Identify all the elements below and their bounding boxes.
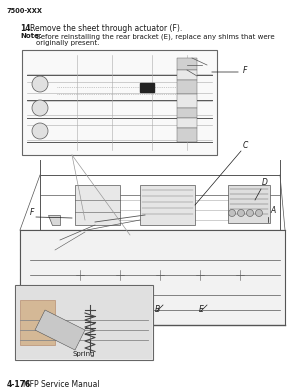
Bar <box>177 58 197 70</box>
Bar <box>177 118 197 128</box>
Text: Before reinstalling the rear bracket (E), replace any shims that were originally: Before reinstalling the rear bracket (E)… <box>36 33 274 47</box>
Bar <box>177 108 197 118</box>
Circle shape <box>238 210 244 217</box>
Text: Note:: Note: <box>20 33 42 39</box>
Circle shape <box>32 76 48 92</box>
Circle shape <box>32 100 48 116</box>
Bar <box>177 80 197 94</box>
Bar <box>177 70 197 80</box>
Circle shape <box>32 123 48 139</box>
Text: A: A <box>270 206 275 215</box>
Text: Spring: Spring <box>73 351 95 357</box>
Bar <box>140 185 195 225</box>
Text: B: B <box>155 305 160 314</box>
Text: E: E <box>199 305 204 314</box>
Bar <box>228 185 270 223</box>
Bar <box>177 94 197 108</box>
Bar <box>140 83 154 92</box>
Polygon shape <box>20 230 285 325</box>
Text: D: D <box>262 178 268 187</box>
Text: F: F <box>30 208 34 217</box>
Text: MFP Service Manual: MFP Service Manual <box>23 380 100 388</box>
Polygon shape <box>35 310 85 350</box>
Polygon shape <box>48 215 60 225</box>
Circle shape <box>247 210 254 217</box>
Text: 4-176: 4-176 <box>7 380 31 388</box>
Circle shape <box>229 210 236 217</box>
Text: 14.: 14. <box>20 24 33 33</box>
Polygon shape <box>75 185 120 225</box>
Bar <box>177 128 197 142</box>
Text: F: F <box>243 66 248 75</box>
Text: 7500-XXX: 7500-XXX <box>7 8 43 14</box>
Bar <box>22 50 217 155</box>
Bar <box>16 286 152 359</box>
Text: Remove the sheet through actuator (F).: Remove the sheet through actuator (F). <box>30 24 182 33</box>
Circle shape <box>256 210 262 217</box>
Bar <box>15 285 153 360</box>
Polygon shape <box>20 300 55 345</box>
Text: C: C <box>243 141 248 150</box>
